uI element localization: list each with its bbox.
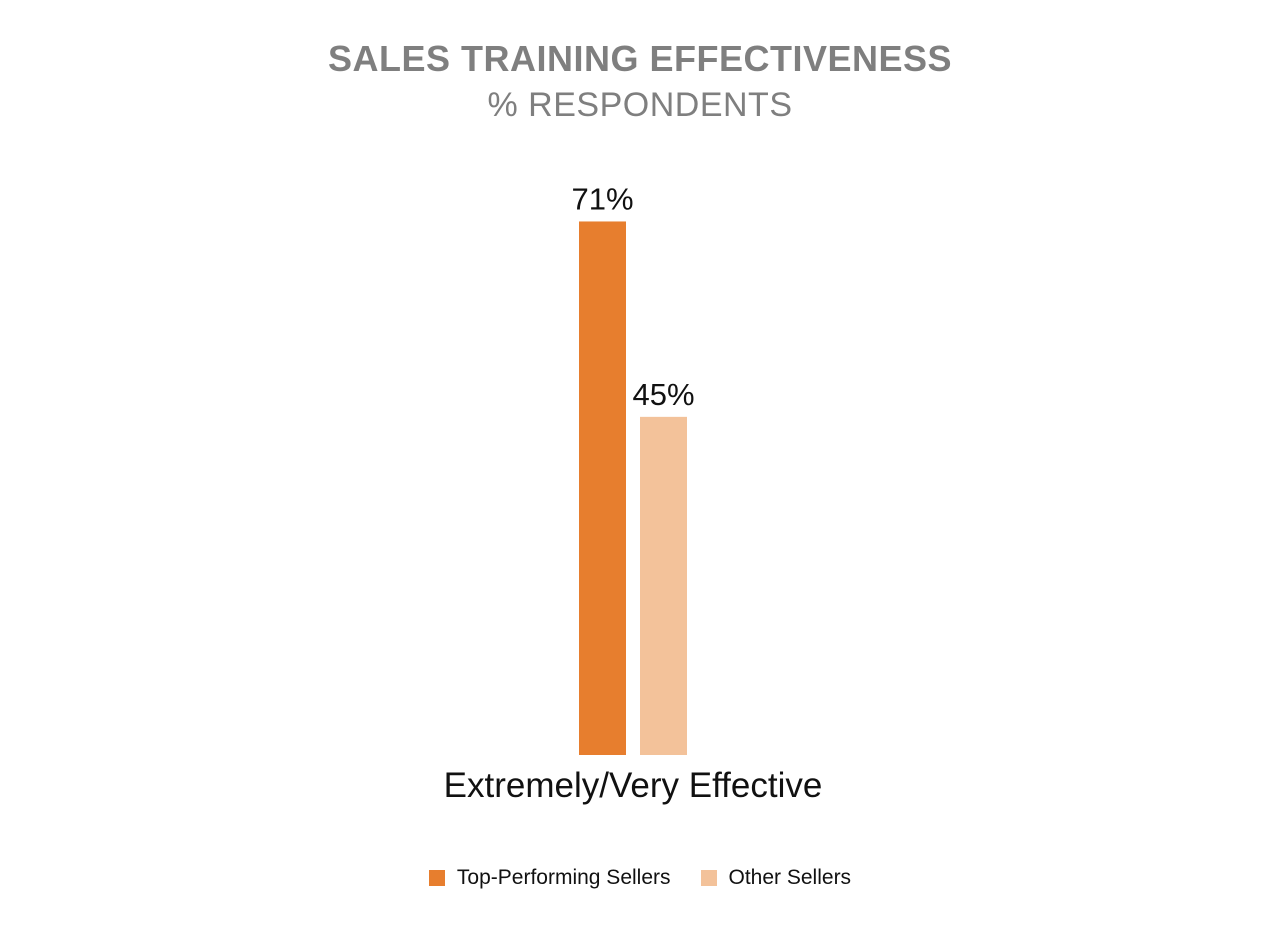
legend-swatch-top-performing (428, 870, 445, 886)
data-label-other: 45% (632, 377, 694, 412)
bar-top-performing (579, 221, 626, 755)
category-label: Extremely/Very Effective (444, 766, 823, 805)
legend: Top-Performing Sellers Other Sellers (0, 866, 1280, 890)
legend-swatch-other (700, 870, 717, 886)
category-layer: Extremely/Very Effective (444, 766, 823, 805)
bars-layer (579, 221, 687, 755)
legend-label-other: Other Sellers (728, 866, 852, 889)
bar-other (640, 416, 687, 755)
labels-layer: 71% 45% (571, 181, 694, 411)
legend-item-other: Other Sellers (700, 866, 852, 890)
legend-item-top-performing: Top-Performing Sellers (428, 866, 671, 890)
legend-label-top-performing: Top-Performing Sellers (456, 866, 671, 889)
data-label-top-performing: 71% (571, 181, 633, 216)
chart-title: SALES TRAINING EFFECTIVENESS (327, 38, 953, 79)
chart-subtitle: % RESPONDENTS (487, 86, 793, 124)
